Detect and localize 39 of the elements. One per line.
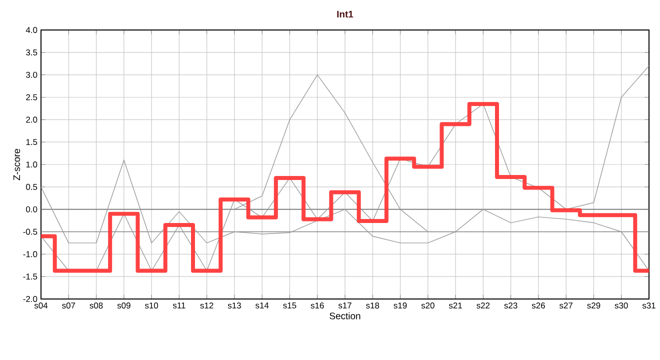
x-tick-label: s08: [90, 302, 103, 309]
x-tick-label: s17: [338, 302, 352, 308]
y-tick-label: -1.5: [23, 274, 38, 280]
x-axis-title: Section: [330, 312, 360, 320]
x-tick-label: s29: [587, 302, 600, 309]
x-tick-label: s22: [476, 302, 490, 309]
x-tick-label: s26: [532, 302, 545, 309]
x-tick-label: s04: [34, 302, 48, 309]
x-tick-label: s30: [614, 302, 628, 309]
x-tick-label: s15: [283, 302, 296, 308]
y-tick-label: 3.0: [26, 72, 38, 78]
x-tick-label: s09: [117, 302, 130, 309]
y-axis-title: Z-score: [13, 148, 20, 180]
y-tick-label: 2.5: [26, 94, 38, 100]
y-tick-label: -1.0: [23, 251, 38, 258]
x-tick-label: s23: [504, 302, 518, 309]
x-tick-label: s27: [560, 302, 572, 309]
y-tick-label: 1.5: [26, 139, 38, 146]
x-tick-label: s13: [228, 302, 241, 309]
x-tick-label: s16: [310, 302, 324, 309]
y-tick-label: 3.5: [26, 49, 38, 56]
y-tick-label: 0.5: [26, 184, 38, 190]
x-tick-label: s18: [366, 302, 380, 309]
y-tick-label: -0.5: [23, 228, 38, 235]
x-tick-label: s19: [394, 302, 407, 309]
x-tick-label: s07: [62, 302, 76, 309]
x-tick-label: s21: [448, 302, 462, 309]
y-tick-label: -2.0: [23, 296, 38, 302]
chart-title: Int1: [337, 10, 354, 18]
y-tick-label: 2.0: [26, 116, 38, 123]
x-tick-label: s10: [144, 302, 158, 309]
x-tick-label: s31: [642, 302, 656, 309]
y-tick-label: 4.0: [26, 27, 38, 33]
y-tick-label: 1.0: [26, 162, 38, 168]
x-tick-label: s12: [200, 302, 214, 309]
x-tick-label: s20: [421, 302, 434, 309]
x-tick-label: s14: [256, 302, 269, 308]
y-tick-label: 0.0: [26, 206, 38, 212]
x-tick-label: s11: [172, 302, 186, 308]
